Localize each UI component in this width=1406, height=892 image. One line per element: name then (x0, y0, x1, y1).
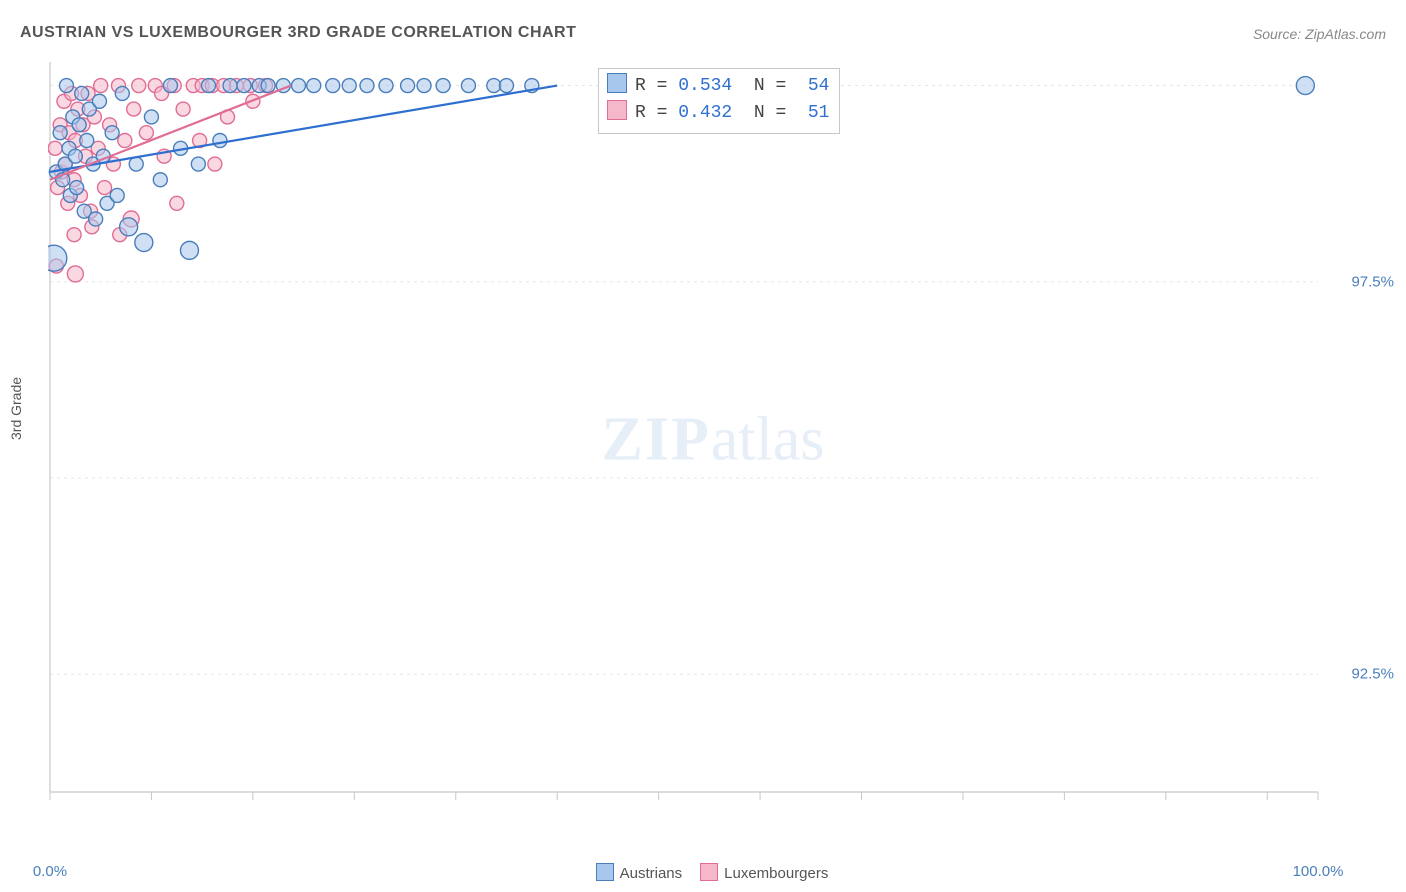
scatter-chart-svg (48, 60, 1378, 820)
y-tick-label: 97.5% (1351, 273, 1394, 290)
legend-swatch (700, 863, 718, 881)
legend-label: Luxembourgers (724, 865, 828, 882)
y-axis-label: 3rd Grade (8, 377, 24, 440)
series-legend: Austrians Luxembourgers (0, 863, 1406, 882)
y-tick-label: 92.5% (1351, 666, 1394, 683)
correlation-stats-legend: R = 0.534 N = 54R = 0.432 N = 51 (598, 68, 840, 134)
chart-title: AUSTRIAN VS LUXEMBOURGER 3RD GRADE CORRE… (20, 24, 576, 42)
stats-row: R = 0.432 N = 51 (607, 100, 829, 127)
source-attribution: Source: ZipAtlas.com (1253, 26, 1386, 42)
legend-label: Austrians (620, 865, 683, 882)
chart-plot-area: ZIPatlas R = 0.534 N = 54R = 0.432 N = 5… (48, 60, 1378, 820)
legend-swatch (596, 863, 614, 881)
stats-row: R = 0.534 N = 54 (607, 73, 829, 100)
